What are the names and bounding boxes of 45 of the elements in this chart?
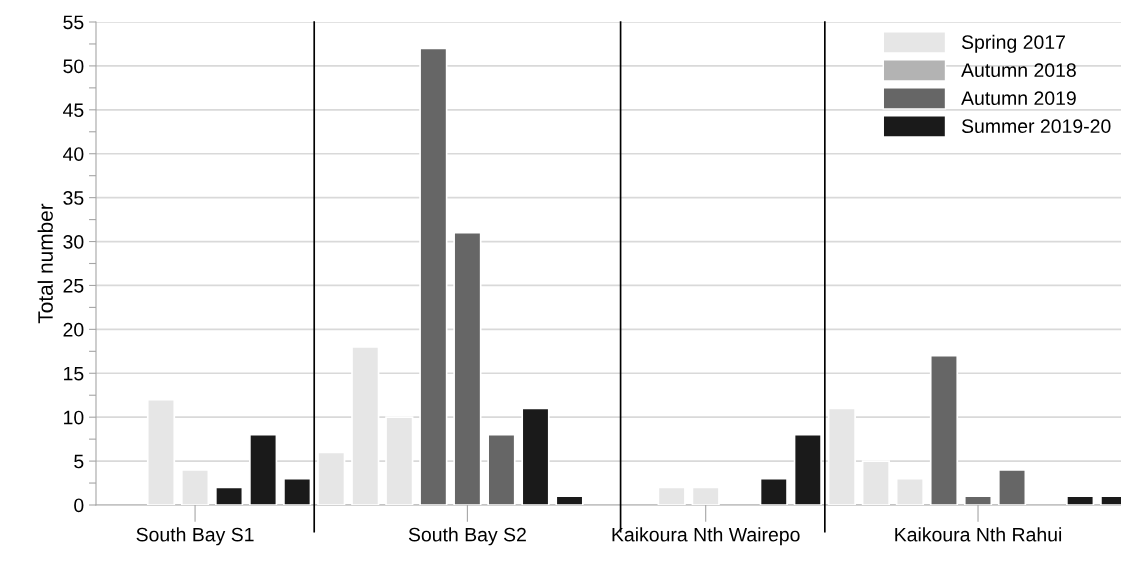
bar	[317, 451, 346, 505]
legend-label: Autumn 2018	[961, 63, 1076, 78]
bar	[385, 416, 414, 505]
bar	[283, 477, 312, 505]
y-tick-label: 40	[63, 147, 84, 161]
x-tick-label: Kaikoura Nth Wairepo	[612, 527, 800, 546]
y-tick-label: 45	[63, 103, 84, 118]
y-tick-label: 5	[74, 454, 84, 469]
y-tick-label: 0	[74, 498, 84, 513]
bar	[214, 486, 244, 505]
y-tick-label: 50	[63, 59, 84, 74]
bar	[419, 47, 448, 505]
bar	[759, 477, 788, 505]
legend-label: Spring 2017	[961, 34, 1065, 53]
y-tick-label: 55	[63, 15, 84, 30]
y-tick-label: 25	[63, 278, 84, 293]
x-tick-label: South Bay S1	[136, 527, 254, 546]
y-tick-label: 15	[64, 366, 84, 381]
bar	[351, 346, 380, 505]
bar	[249, 433, 278, 505]
bar	[521, 407, 550, 505]
y-axis-title: Total number	[37, 203, 53, 324]
bar	[997, 469, 1027, 505]
bar	[963, 495, 993, 505]
x-tick-label: South Bay S2	[408, 527, 526, 546]
bar	[1066, 495, 1095, 505]
y-tick-label: 35	[63, 191, 84, 205]
bar	[453, 231, 482, 505]
bar	[487, 433, 516, 505]
bar	[861, 460, 891, 505]
y-tick-label: 10	[64, 410, 84, 425]
bar	[146, 398, 176, 505]
legend-label: Summer 2019-20	[961, 119, 1111, 134]
bar	[895, 477, 925, 505]
bar	[180, 469, 210, 505]
bar	[827, 407, 856, 505]
bar	[929, 354, 959, 505]
y-tick-label: 20	[63, 322, 84, 337]
y-tick-label: 30	[63, 235, 84, 249]
bar	[555, 495, 584, 505]
x-tick-label: Kaikoura Nth Rahui	[895, 527, 1062, 542]
bar	[691, 486, 720, 505]
legend-label: Autumn 2019	[961, 91, 1076, 106]
bar	[657, 486, 686, 505]
bar	[793, 433, 822, 505]
